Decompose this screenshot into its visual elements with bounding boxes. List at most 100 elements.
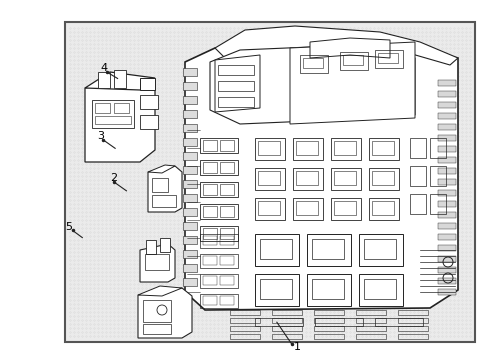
Bar [438,278,456,284]
Bar [95,103,110,113]
Bar [343,55,363,65]
Bar [258,201,280,215]
Bar [114,70,126,88]
Bar [315,318,363,326]
Bar [183,138,197,146]
Bar [438,212,456,218]
Bar [220,206,234,217]
Bar [410,138,426,158]
Bar [220,140,234,151]
Bar [218,97,254,107]
Bar [300,55,328,73]
Bar [438,113,456,119]
Bar [218,81,254,91]
Bar [314,326,344,331]
Bar [369,198,399,220]
Bar [255,318,303,326]
Bar [183,96,197,104]
Bar [364,279,396,299]
Bar [438,267,456,273]
Bar [272,310,302,315]
Bar [200,294,238,308]
Bar [203,276,217,285]
Bar [356,318,386,323]
Text: 3: 3 [97,131,104,141]
Bar [438,179,456,185]
Bar [183,152,197,160]
Bar [340,52,368,70]
Bar [200,160,238,175]
Bar [200,234,238,248]
Bar [183,208,197,216]
Bar [140,95,158,109]
Bar [98,72,110,88]
Bar [146,240,156,254]
Polygon shape [148,166,182,212]
Bar [359,234,403,266]
Bar [218,65,254,75]
Bar [183,68,197,76]
Bar [203,236,217,245]
Bar [314,310,344,315]
Bar [438,135,456,141]
Bar [398,318,428,323]
Bar [293,138,323,160]
Bar [255,274,299,306]
Polygon shape [215,26,458,65]
Bar [203,296,217,305]
Polygon shape [148,165,175,173]
Bar [203,228,217,239]
Bar [398,310,428,315]
Bar [92,100,134,128]
Bar [152,195,176,207]
Bar [312,279,344,299]
Bar [438,80,456,86]
Bar [331,138,361,160]
Bar [220,236,234,245]
Bar [260,239,292,259]
Bar [272,326,302,331]
Bar [331,198,361,220]
Bar [114,103,129,113]
Bar [255,198,285,220]
Polygon shape [85,78,155,162]
Bar [334,141,356,155]
Bar [378,53,398,63]
Bar [398,334,428,339]
Bar [296,141,318,155]
Bar [230,310,260,315]
Bar [307,274,351,306]
Bar [438,124,456,130]
Bar [272,318,302,323]
Bar [160,238,170,252]
Bar [296,171,318,185]
Bar [183,180,197,188]
Bar [200,138,238,153]
Bar [183,236,197,244]
Bar [296,201,318,215]
Bar [258,141,280,155]
Bar [203,206,217,217]
Bar [203,184,217,195]
Bar [183,278,197,286]
Bar [438,102,456,108]
Bar [65,22,475,342]
Bar [410,166,426,186]
Polygon shape [215,55,260,112]
Text: 2: 2 [110,173,118,183]
Bar [375,318,423,326]
Bar [430,138,446,158]
Bar [331,168,361,190]
Bar [183,124,197,132]
Bar [220,296,234,305]
Bar [369,168,399,190]
Bar [200,254,238,268]
Bar [183,110,197,118]
Bar [230,326,260,331]
Polygon shape [210,44,415,124]
Bar [334,201,356,215]
Bar [220,162,234,173]
Bar [230,318,260,323]
Bar [183,250,197,258]
Bar [438,234,456,240]
